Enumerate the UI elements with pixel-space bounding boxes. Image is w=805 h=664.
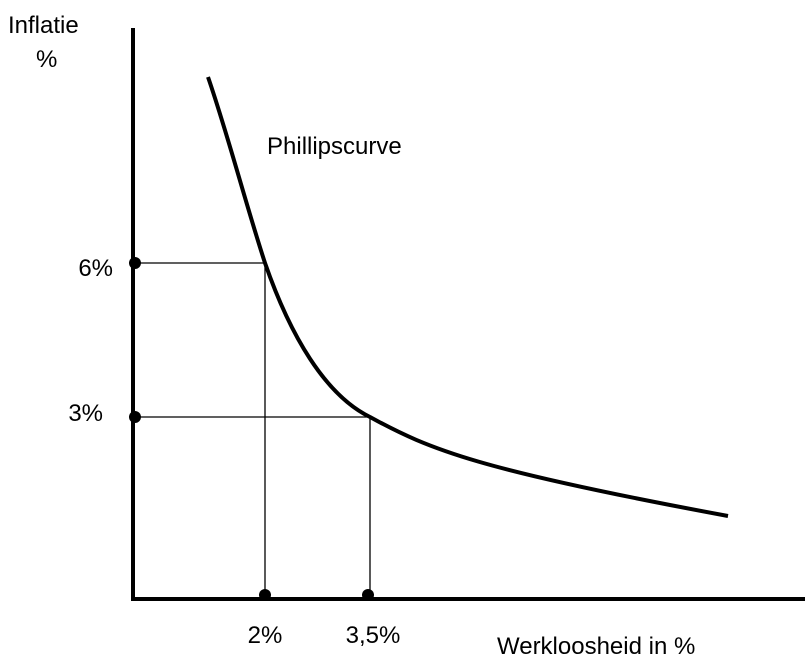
x-tick-label: 2% [248,622,283,649]
y-axis-label: % [36,46,57,73]
curve-label: Phillipscurve [267,133,402,160]
point [129,411,141,423]
y-tick-label: 6% [78,255,113,282]
y-tick-label: 3% [68,400,103,427]
y-axis-label: Inflatie [8,12,79,39]
point [259,589,271,601]
point [129,257,141,269]
x-axis-label: Werkloosheid in % [497,633,695,659]
phillips-curve [206,76,729,518]
point [362,589,374,601]
x-tick-label: 3,5% [346,622,401,649]
